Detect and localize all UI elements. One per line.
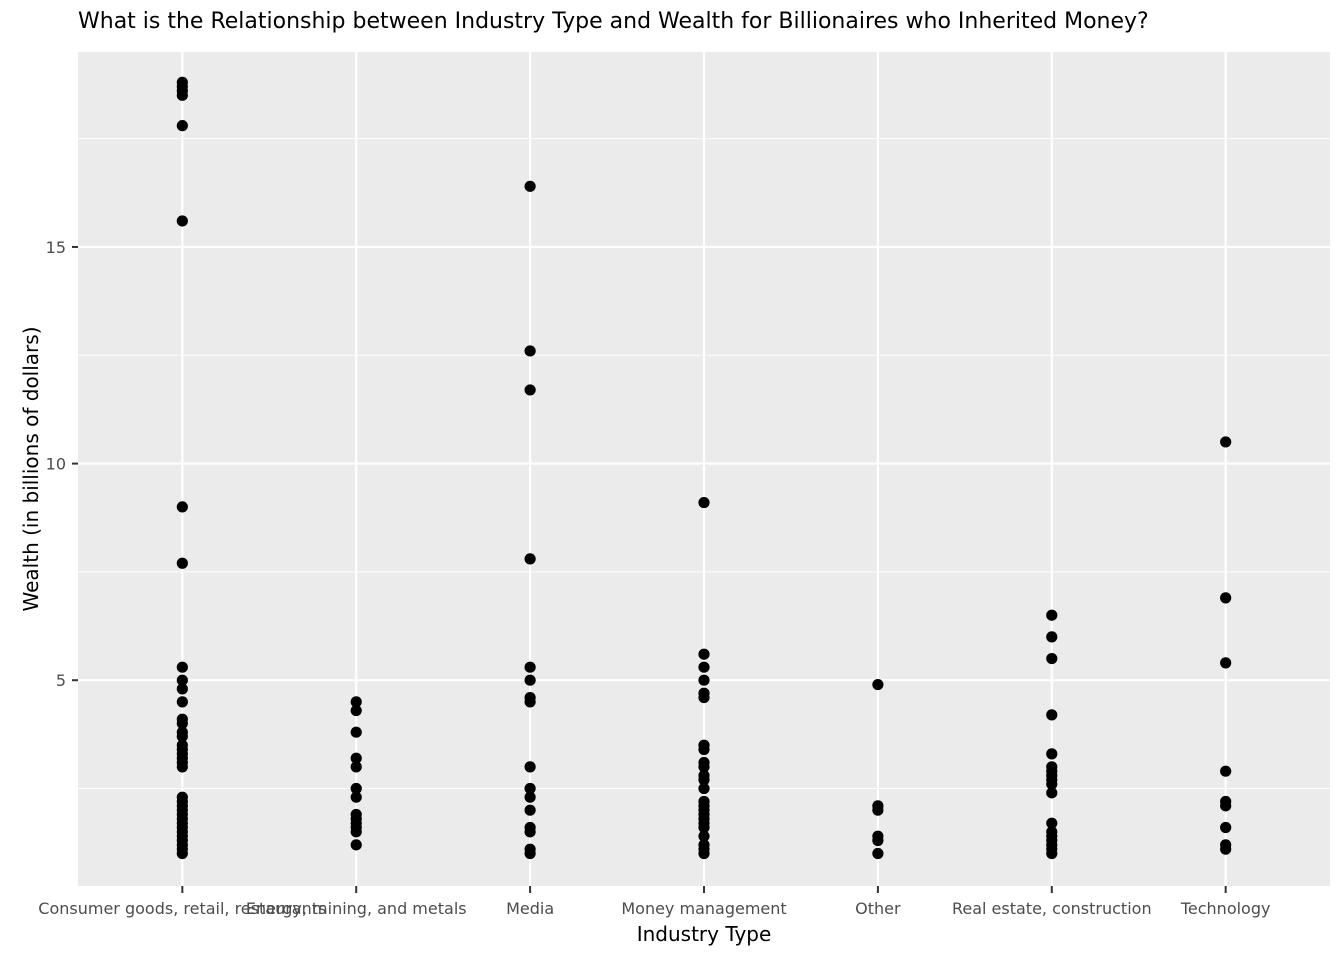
data-point [1220,765,1232,777]
y-tick-label: 5 [56,671,66,690]
data-point [698,782,710,795]
x-tick-label: Real estate, construction [952,899,1152,918]
chart-title: What is the Relationship between Industr… [78,9,1149,34]
x-tick-label: Technology [1180,899,1271,918]
data-point [698,743,710,756]
y-axis-title: Wealth (in billions of dollars) [19,327,43,612]
data-point [176,730,188,743]
data-point [1046,652,1058,665]
data-point [698,674,710,686]
data-point [524,804,536,816]
data-point [524,847,536,860]
x-axis-title: Industry Type [637,922,772,946]
data-point [524,826,536,838]
data-point [1046,709,1058,721]
x-tick-label: Money management [621,899,786,918]
data-point [176,717,188,730]
data-point [698,774,710,786]
data-point [524,791,536,803]
data-point [524,782,536,795]
data-point [872,678,884,691]
data-point [698,496,710,509]
data-point [1046,817,1058,829]
data-point [350,782,362,795]
data-point [176,215,188,227]
data-point [176,501,188,513]
x-tick-label: Media [506,899,554,918]
data-point [176,696,188,708]
data-point [872,834,884,847]
data-point [698,648,710,660]
data-point [1220,592,1232,604]
x-axis-ticks: Consumer goods, retail, restaurantsEnerg… [38,886,1270,918]
data-point [524,761,536,773]
data-point [1046,847,1058,860]
data-point [524,345,536,357]
data-point [524,384,536,396]
data-point [176,674,188,686]
data-point [350,704,362,717]
data-point [698,830,710,842]
data-point [176,761,188,773]
data-point [698,761,710,773]
data-point [350,696,362,708]
data-point [1220,436,1232,448]
data-point [524,661,536,673]
data-point [1220,657,1232,669]
data-point [1046,609,1058,621]
data-point [176,89,188,101]
data-point [524,180,536,192]
data-point [176,847,188,860]
data-point [350,826,362,838]
y-tick-label: 15 [46,238,66,257]
x-tick-label: Energy, mining, and metals [246,899,467,918]
y-axis-ticks: 5 10 15 [46,238,78,690]
data-point [176,120,188,132]
data-point [698,661,710,673]
data-point [1220,800,1232,812]
data-point [1046,778,1058,790]
data-point [872,847,884,860]
data-point [1046,748,1058,760]
data-point [350,839,362,851]
data-point [350,791,362,803]
data-point [524,553,536,565]
data-point [698,847,710,860]
data-point [176,683,188,695]
data-point [350,761,362,773]
data-point [176,661,188,673]
data-points [176,76,1232,860]
data-point [872,804,884,816]
x-tick-label: Other [855,899,901,918]
data-point [1046,631,1058,643]
data-point [350,726,362,738]
data-point [1046,787,1058,799]
data-point [176,557,188,569]
data-point [1220,843,1232,855]
data-point [1220,821,1232,834]
data-point [524,696,536,708]
data-point [350,752,362,764]
data-point [698,821,710,834]
data-point [524,674,536,686]
x-tick-label: Consumer goods, retail, restaurants [38,899,326,918]
y-tick-label: 10 [46,455,66,474]
data-point [698,691,710,704]
